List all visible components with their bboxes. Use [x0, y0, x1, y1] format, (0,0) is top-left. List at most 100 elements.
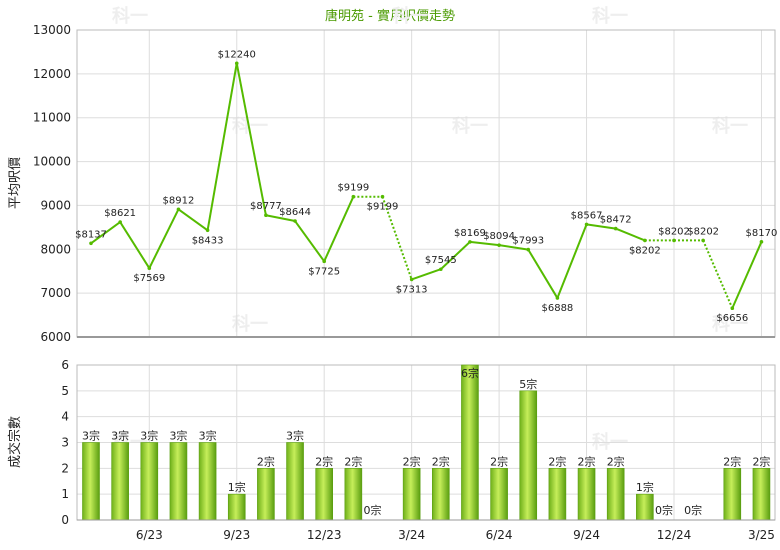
- price-y-tick-label: 9000: [40, 198, 71, 212]
- count-bar-label: 0宗: [364, 503, 382, 517]
- price-line-segment: [206, 63, 238, 231]
- price-point: [351, 194, 356, 199]
- price-point: [526, 247, 531, 252]
- price-point-label: $8777: [250, 201, 282, 212]
- count-bar-label: 0宗: [655, 503, 673, 517]
- count-y-tick-label: 6: [61, 358, 69, 372]
- count-bar-label: 0宗: [684, 503, 702, 517]
- watermark-text: 科一: [592, 5, 628, 27]
- price-line-segment: [586, 223, 616, 230]
- count-bar: [315, 468, 334, 521]
- count-bar-label: 3宗: [199, 429, 217, 443]
- count-bar-label: 2宗: [490, 454, 508, 468]
- x-tick-label: 12/23: [307, 528, 342, 542]
- count-bar: [431, 468, 450, 521]
- count-y-tick-label: 0: [61, 513, 69, 527]
- price-point: [701, 238, 705, 243]
- x-tick-label: 6/24: [486, 528, 513, 542]
- watermark-text: 科一: [232, 313, 268, 335]
- price-y-axis-label: 平均呎價: [8, 157, 23, 209]
- count-bar: [257, 468, 275, 521]
- price-y-tick-label: 13000: [33, 23, 71, 37]
- count-bar: [402, 468, 421, 521]
- count-bar-label: 2宗: [578, 454, 596, 468]
- price-line-segment: [731, 241, 763, 309]
- count-y-tick-label: 5: [61, 384, 69, 398]
- watermark-text: 科一: [712, 313, 748, 335]
- count-bar: [519, 390, 538, 521]
- price-line-segment: [440, 241, 471, 270]
- count-bar: [140, 442, 159, 521]
- price-y-tick-label: 6000: [40, 330, 71, 344]
- price-point-label: $8169: [454, 228, 486, 239]
- price-point: [497, 243, 501, 247]
- price-line-segment-interpolated: [702, 240, 734, 309]
- price-point-label: $9199: [367, 202, 399, 213]
- count-bar: [577, 468, 596, 521]
- transaction-bar-chart: 0 1 2 3 4 5 6 3宗 3宗 3宗 3宗 3宗 1宗 2宗 3宗 2宗 2宗 0宗 2宗 2宗 6宗 2宗 5宗 2…: [61, 358, 776, 542]
- price-point: [643, 238, 647, 243]
- count-bar-label: 2宗: [752, 454, 770, 468]
- count-bar: [548, 468, 567, 521]
- count-bar-label: 2宗: [403, 454, 421, 468]
- price-point: [176, 207, 181, 212]
- price-point: [380, 194, 385, 199]
- count-y-tick-label: 1: [61, 487, 69, 501]
- price-point-label: $8644: [279, 207, 311, 218]
- price-point: [613, 226, 618, 231]
- count-bar-label: 2宗: [432, 454, 450, 468]
- price-point: [147, 266, 152, 270]
- count-bar: [461, 364, 479, 521]
- price-y-tick-label: 12000: [33, 67, 71, 81]
- count-bar-label: 1宗: [636, 480, 654, 494]
- price-point: [264, 213, 268, 218]
- price-point-label: $7993: [512, 236, 544, 247]
- price-point-label: $7569: [133, 273, 165, 284]
- price-line-segment: [119, 221, 151, 269]
- price-line-segment: [148, 208, 180, 269]
- price-line-chart: 6000 7000 8000 9000 10000 11000 12000 13000 $813…: [33, 23, 778, 344]
- watermark-text: 科一: [392, 5, 428, 27]
- count-y-axis-label: 成交宗數: [7, 416, 23, 468]
- count-bar: [723, 468, 742, 521]
- count-bar: [82, 442, 100, 521]
- count-bar-label: 3宗: [140, 429, 158, 443]
- count-bar-label: 3宗: [82, 429, 100, 443]
- count-bar-label: 2宗: [723, 454, 741, 468]
- price-line-segment: [323, 196, 355, 262]
- price-line-segment: [90, 221, 121, 245]
- price-y-tick-label: 8000: [40, 242, 71, 256]
- price-point-label: $8202: [658, 226, 690, 237]
- count-bar-label: 6宗: [461, 366, 479, 380]
- price-point-label: $8137: [75, 229, 107, 240]
- chart-title: 唐明苑 - 實用呎價走勢: [325, 8, 455, 24]
- x-tick-label: 12/24: [657, 528, 692, 542]
- price-line-segment: [498, 244, 529, 251]
- count-bar-label: 2宗: [607, 454, 625, 468]
- price-line-segment: [556, 224, 588, 299]
- price-point-label: $8094: [483, 231, 515, 242]
- price-point-label: $12240: [218, 49, 256, 60]
- watermark-text: 科一: [452, 115, 488, 137]
- price-y-tick-label: 10000: [33, 155, 71, 169]
- price-point: [555, 296, 560, 300]
- x-tick-label: 3/25: [748, 528, 775, 542]
- count-bar: [111, 442, 129, 521]
- price-point-label: $8170: [746, 228, 778, 239]
- count-bar: [636, 493, 654, 521]
- price-point: [468, 240, 472, 244]
- count-bar-label: 1宗: [228, 480, 246, 494]
- count-bar-label: 2宗: [548, 454, 566, 468]
- count-bar: [490, 468, 508, 521]
- price-line-segment: [294, 220, 326, 262]
- count-bar-label: 5宗: [519, 377, 537, 391]
- count-bar-label: 2宗: [315, 454, 333, 468]
- price-line-segment: [177, 208, 209, 232]
- price-point: [584, 222, 589, 227]
- x-tick-label: 3/24: [398, 528, 425, 542]
- price-point: [759, 240, 764, 244]
- count-y-tick-label: 4: [61, 410, 69, 424]
- watermark-text: 科一: [112, 5, 148, 27]
